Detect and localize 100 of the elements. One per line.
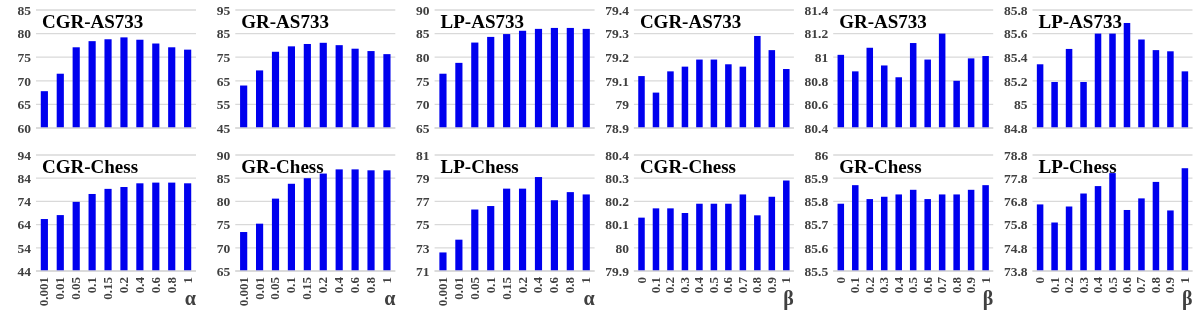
x-tick-label: 0.5	[705, 276, 721, 294]
y-tick-label: 79.3	[605, 26, 630, 42]
x-tick-label: 0.2	[514, 277, 530, 294]
y-tick-label: 74.8	[1003, 240, 1028, 256]
y-tick-label: 80.2	[605, 194, 630, 210]
y-tick-label: 60	[17, 120, 32, 136]
y-tick-label: 70	[216, 240, 231, 256]
y-tick-label: 75	[216, 217, 231, 233]
x-tick-label: 0.01	[52, 277, 68, 300]
y-tick-label: 44	[17, 263, 32, 279]
x-tick-label: 0.9	[763, 276, 779, 294]
x-tick-label: 0.6	[347, 276, 363, 294]
y-tick-label: 65	[216, 73, 231, 89]
y-tick-label: 79.4	[605, 2, 630, 18]
x-tick-label: 0.05	[267, 276, 283, 300]
x-tick-label: 0.15	[498, 276, 514, 300]
y-tick-label: 75	[416, 73, 430, 89]
y-tick-label: 86	[814, 147, 829, 163]
x-tick-label: 0.1	[482, 277, 498, 294]
y-tick-label: 75	[416, 217, 430, 233]
y-tick-label: 77	[416, 194, 430, 210]
y-tick-label: 80.1	[605, 217, 630, 233]
x-tick-label: 1	[378, 277, 394, 284]
y-tick-label: 84.8	[1003, 120, 1028, 136]
chart-title: GR-Chess	[839, 156, 922, 177]
x-tick-label: 0.4	[530, 276, 546, 294]
y-tick-label: 85.2	[1003, 73, 1028, 89]
x-tick-label: 0.3	[1075, 276, 1091, 294]
x-tick-label: 0.1	[647, 277, 663, 294]
y-tick-label: 77.8	[1003, 170, 1028, 186]
x-tick-label: 0.5	[1104, 276, 1120, 294]
chart-title: GR-AS733	[839, 11, 927, 32]
y-tick-label: 85	[216, 26, 231, 42]
y-tick-label: 65	[17, 97, 32, 113]
chart-title: GR-Chess	[241, 156, 324, 177]
x-tick-label: 0.15	[299, 276, 315, 300]
x-tick-label: 0.1	[283, 277, 299, 294]
x-tick-label: 0.2	[1061, 277, 1077, 294]
x-tick-label: 0.6	[720, 276, 736, 294]
y-tick-label: 94	[17, 147, 32, 163]
y-tick-label: 80.4	[804, 120, 829, 136]
chart-title: LP-AS733	[440, 11, 525, 32]
y-tick-label: 75.8	[1003, 217, 1028, 233]
x-tick-label: 0.3	[676, 276, 692, 294]
y-tick-label: 85	[17, 2, 32, 18]
y-tick-label: 54	[17, 240, 32, 256]
y-tick-label: 80	[17, 26, 32, 42]
chart-title: GR-AS733	[241, 11, 329, 32]
y-tick-label: 80.3	[605, 170, 630, 186]
x-tick-label: 1	[778, 277, 794, 284]
y-tick-label: 79.2	[605, 49, 630, 65]
x-tick-label: 0.8	[948, 276, 964, 294]
y-tick-label: 76.8	[1003, 194, 1028, 210]
y-tick-label: 81	[814, 49, 829, 65]
x-tick-label: 0.4	[691, 276, 707, 294]
y-tick-label: 65	[216, 263, 231, 279]
y-tick-label: 80.4	[605, 147, 630, 163]
x-tick-label: 0.1	[1046, 277, 1062, 294]
x-tick-label: 1	[179, 277, 195, 284]
x-tick-label: 0.2	[662, 277, 678, 294]
y-tick-label: 85	[416, 26, 430, 42]
chart-title: CGR-Chess	[42, 156, 139, 177]
x-tick-label: 0.4	[1090, 276, 1106, 294]
y-tick-label: 79.9	[605, 263, 630, 279]
y-tick-label: 64	[17, 217, 32, 233]
y-tick-label: 90	[216, 147, 231, 163]
x-tick-label: 0.4	[331, 276, 347, 294]
y-tick-label: 65	[416, 120, 430, 136]
x-tick-label: 0.2	[861, 277, 877, 294]
x-tick-label: 0.7	[934, 276, 950, 294]
y-tick-label: 85.9	[804, 170, 829, 186]
x-tick-label: 0.05	[68, 276, 84, 300]
y-tick-label: 80	[216, 194, 231, 210]
chart-title: CGR-Chess	[639, 156, 736, 177]
x-tick-label: 0.7	[734, 276, 750, 294]
y-tick-label: 80.6	[804, 97, 829, 113]
chart-title: CGR-AS733	[42, 11, 144, 32]
y-tick-label: 85.7	[804, 217, 829, 233]
y-tick-label: 90	[416, 2, 430, 18]
x-tick-label: 0.4	[131, 276, 147, 294]
y-tick-label: 80.8	[804, 73, 829, 89]
chart-title: LP-Chess	[440, 156, 519, 177]
y-tick-label: 85	[216, 170, 231, 186]
x-tick-label: 0	[1032, 277, 1048, 284]
y-tick-label: 70	[416, 97, 430, 113]
chart-title: LP-Chess	[1038, 156, 1117, 177]
x-tick-label: 1	[977, 277, 993, 284]
y-tick-label: 85	[1014, 97, 1028, 113]
x-tick-label: 0.9	[963, 276, 979, 294]
y-tick-label: 80	[416, 49, 430, 65]
x-tick-label: 0.8	[163, 276, 179, 294]
y-tick-label: 81	[416, 147, 430, 163]
x-axis-title: β	[982, 287, 994, 310]
y-tick-label: 85.6	[1003, 26, 1028, 42]
y-tick-label: 75	[17, 49, 32, 65]
x-tick-label: 0.001	[235, 277, 251, 307]
x-tick-label: 0.2	[315, 277, 331, 294]
x-tick-label: 0.6	[546, 276, 562, 294]
y-tick-label: 74	[17, 194, 32, 210]
x-tick-label: 0.6	[1118, 276, 1134, 294]
